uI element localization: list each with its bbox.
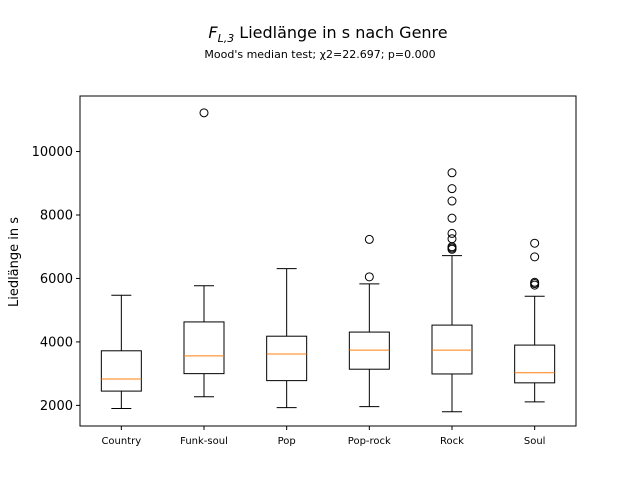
outlier-point [447,168,457,178]
outlier-point [364,234,374,244]
plot-frame [79,95,577,427]
outlier-point [447,228,457,238]
y-tick-label: 10000 [32,145,73,160]
x-tick-label: Rock [440,436,464,447]
y-axis-label: Liedlänge in s [7,217,22,307]
x-tick-label: Pop [278,436,296,447]
box-iqr [514,344,556,384]
outlier-point [447,234,457,244]
outlier-point [530,252,540,262]
x-tick-label: Country [101,436,141,447]
x-tick-label: Pop-rock [348,436,391,447]
outlier-point [530,277,540,287]
outlier-point [447,184,457,194]
outlier-point [530,238,540,248]
box-iqr [183,321,225,375]
y-tick-label: 2000 [40,399,73,414]
y-tick-label: 6000 [40,272,73,287]
box-iqr [100,350,142,392]
outlier-point [199,108,209,118]
box-iqr [266,335,308,382]
chart-title-text: Liedlänge in s nach Genre [234,23,447,42]
chart-subtitle: Mood's median test; χ2=22.697; p=0.000 [204,48,435,61]
chart-title: FL,3 Liedlänge in s nach Genre [208,23,447,45]
chart-title-subscript: L,3 [218,32,235,45]
outlier-point [447,196,457,206]
y-tick-label: 8000 [40,208,73,223]
outlier-point [447,213,457,223]
plot-area: 2000 4000 6000 8000 10000 Country Funk-soul Pop… [32,108,556,447]
x-tick-label: Funk-soul [180,436,228,447]
box-iqr [431,324,473,375]
x-tick-label: Soul [524,436,546,447]
outlier-point [364,272,374,282]
chart-title-symbol: F [208,23,218,42]
y-tick-label: 4000 [40,335,73,350]
